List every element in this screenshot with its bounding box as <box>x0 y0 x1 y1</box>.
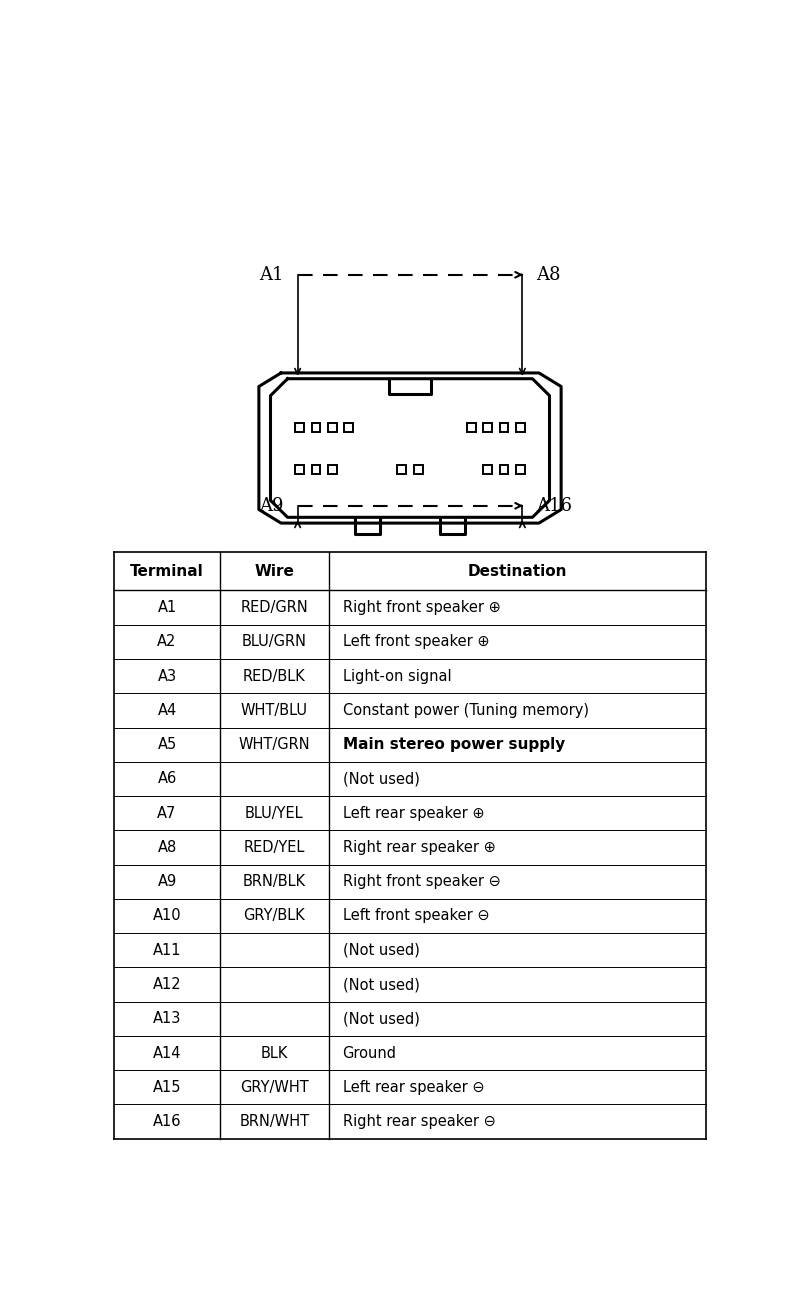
Bar <box>483 466 492 473</box>
Text: A8: A8 <box>158 840 177 855</box>
Text: GRY/BLK: GRY/BLK <box>243 909 306 923</box>
Text: Ground: Ground <box>342 1045 397 1061</box>
Text: RED/GRN: RED/GRN <box>241 600 308 615</box>
Text: (Not used): (Not used) <box>342 1011 419 1027</box>
Text: GRY/WHT: GRY/WHT <box>240 1080 309 1095</box>
Text: A9: A9 <box>158 874 177 889</box>
Text: A2: A2 <box>158 634 177 649</box>
Text: A9: A9 <box>259 497 284 515</box>
Text: WHT/BLU: WHT/BLU <box>241 702 308 718</box>
Text: Constant power (Tuning memory): Constant power (Tuning memory) <box>342 702 589 718</box>
Text: Right rear speaker ⊖: Right rear speaker ⊖ <box>342 1114 495 1129</box>
Text: (Not used): (Not used) <box>342 977 419 991</box>
Text: BRN/BLK: BRN/BLK <box>243 874 306 889</box>
Text: A14: A14 <box>153 1045 182 1061</box>
Bar <box>483 422 492 432</box>
Text: Destination: Destination <box>467 564 567 578</box>
Text: A16: A16 <box>153 1114 182 1129</box>
Text: A1: A1 <box>259 266 284 284</box>
Text: Left front speaker ⊖: Left front speaker ⊖ <box>342 909 490 923</box>
Polygon shape <box>259 373 561 523</box>
Bar <box>328 466 337 473</box>
Bar <box>295 466 304 473</box>
Text: A4: A4 <box>158 702 177 718</box>
Bar <box>295 422 304 432</box>
Text: A5: A5 <box>158 738 177 752</box>
Text: A6: A6 <box>158 772 177 786</box>
Text: Light-on signal: Light-on signal <box>342 668 451 684</box>
Bar <box>516 466 525 473</box>
Text: WHT/GRN: WHT/GRN <box>238 738 310 752</box>
Bar <box>516 422 525 432</box>
Text: RED/BLK: RED/BLK <box>243 668 306 684</box>
Bar <box>414 466 422 473</box>
Text: A3: A3 <box>158 668 177 684</box>
Bar <box>311 422 321 432</box>
Text: A13: A13 <box>153 1011 182 1027</box>
Text: A12: A12 <box>153 977 182 991</box>
Text: A8: A8 <box>536 266 561 284</box>
Text: Main stereo power supply: Main stereo power supply <box>342 738 565 752</box>
Text: BLU/GRN: BLU/GRN <box>242 634 307 649</box>
Text: Terminal: Terminal <box>130 564 204 578</box>
Text: Wire: Wire <box>254 564 294 578</box>
Text: (Not used): (Not used) <box>342 943 419 957</box>
Bar <box>344 422 353 432</box>
Text: Left rear speaker ⊕: Left rear speaker ⊕ <box>342 806 484 820</box>
Text: Right rear speaker ⊕: Right rear speaker ⊕ <box>342 840 495 855</box>
Text: A1: A1 <box>158 600 177 615</box>
Text: Right front speaker ⊕: Right front speaker ⊕ <box>342 600 501 615</box>
Text: A15: A15 <box>153 1080 182 1095</box>
Text: BRN/WHT: BRN/WHT <box>239 1114 310 1129</box>
Bar <box>467 422 476 432</box>
Text: Left rear speaker ⊖: Left rear speaker ⊖ <box>342 1080 484 1095</box>
Text: A10: A10 <box>153 909 182 923</box>
Bar <box>398 466 406 473</box>
Text: A7: A7 <box>158 806 177 820</box>
Polygon shape <box>270 379 550 518</box>
Bar <box>311 466 321 473</box>
Text: Right front speaker ⊖: Right front speaker ⊖ <box>342 874 501 889</box>
Text: A16: A16 <box>536 497 572 515</box>
Text: BLK: BLK <box>261 1045 288 1061</box>
Bar <box>499 466 509 473</box>
Text: BLU/YEL: BLU/YEL <box>245 806 304 820</box>
Bar <box>499 422 509 432</box>
Text: Left front speaker ⊕: Left front speaker ⊕ <box>342 634 490 649</box>
Text: RED/YEL: RED/YEL <box>244 840 305 855</box>
Bar <box>328 422 337 432</box>
Text: A11: A11 <box>153 943 182 957</box>
Text: (Not used): (Not used) <box>342 772 419 786</box>
